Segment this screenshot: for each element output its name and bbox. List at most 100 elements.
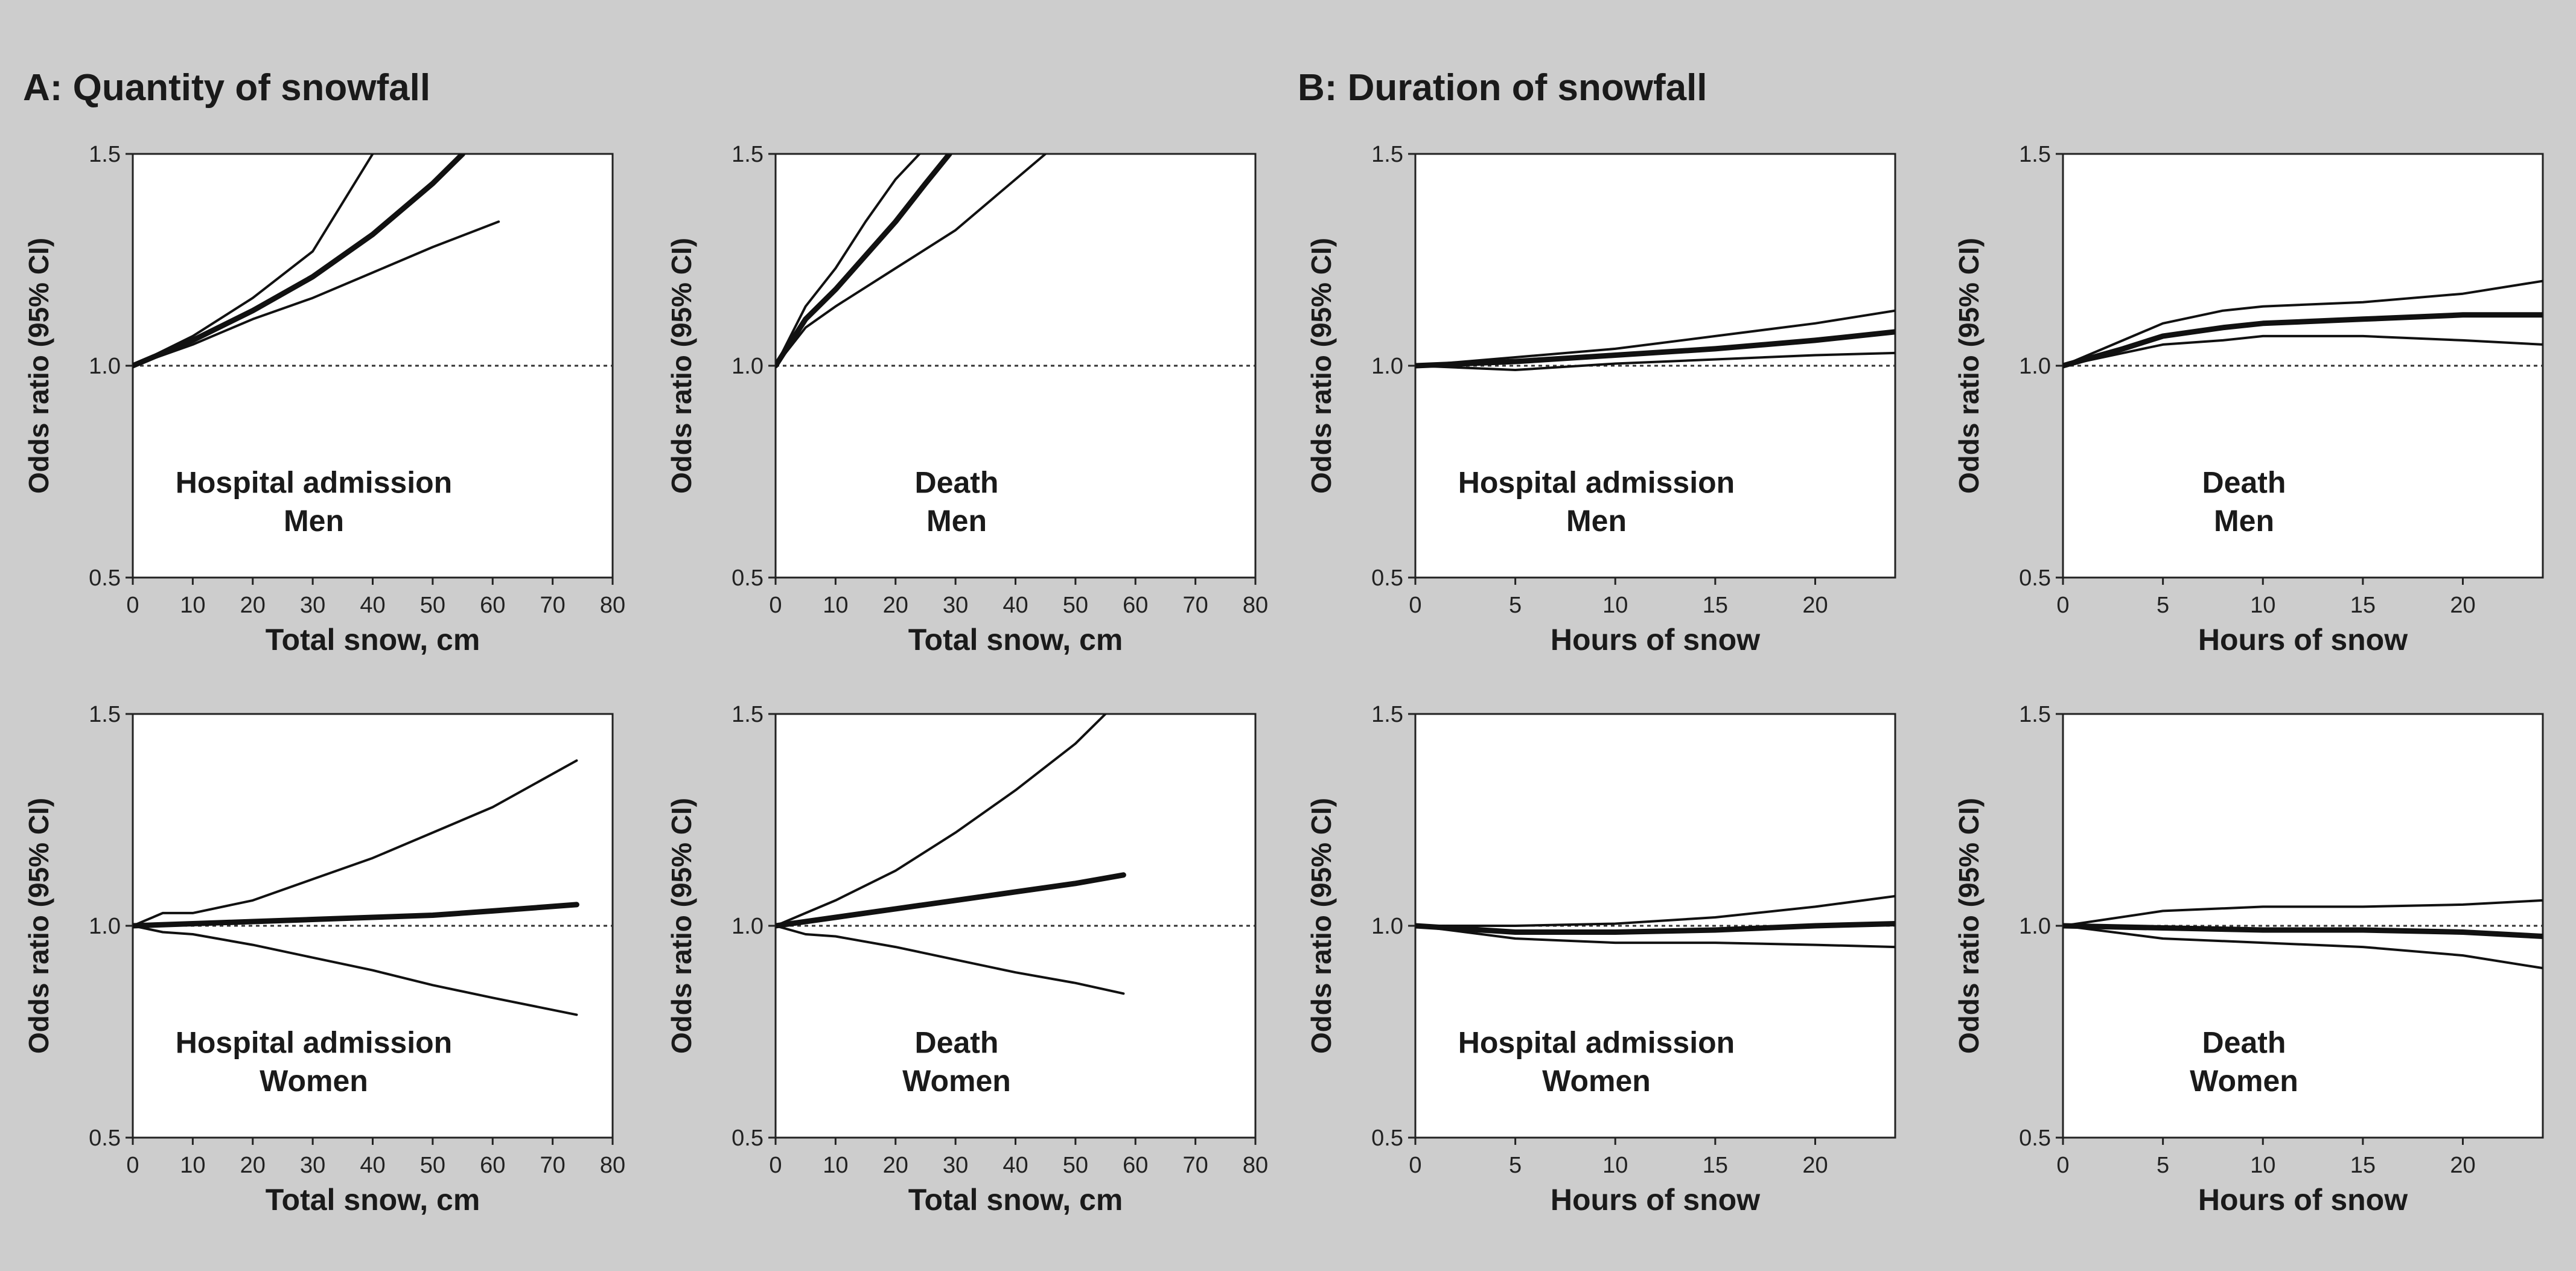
series-estimate bbox=[133, 902, 579, 929]
y-tick-label: 0.5 bbox=[2019, 1126, 2051, 1151]
x-tick-label: 0 bbox=[126, 593, 139, 618]
x-tick-label: 80 bbox=[600, 1153, 625, 1178]
series-lower bbox=[133, 220, 500, 367]
annotation-outcome: Death bbox=[915, 466, 999, 500]
x-axis-label: Hours of snow bbox=[2198, 623, 2408, 657]
x-tick-label: 5 bbox=[2157, 593, 2169, 618]
x-tick-label: 10 bbox=[2250, 593, 2275, 618]
series-upper bbox=[133, 759, 578, 927]
series-estimate bbox=[776, 872, 1126, 929]
panel-A-men-hospital: 0 10 20 30 40 50 60 70 80 0.5 1.0 1.5 Total snow, cm… bbox=[23, 142, 625, 657]
x-tick-label: 10 bbox=[2250, 1153, 2275, 1178]
x-tick-label: 10 bbox=[823, 1153, 848, 1178]
y-tick-label: 0.5 bbox=[1371, 565, 1403, 591]
series-lower bbox=[1415, 351, 1895, 371]
annotation-group: Men bbox=[1566, 504, 1627, 538]
x-axis-label: Total snow, cm bbox=[266, 623, 480, 657]
panel-B-women-death: 0 5 10 15 20 0.5 1.0 1.5 Hours of snow Odds ratio… bbox=[1953, 702, 2544, 1217]
y-axis-label: Odds ratio (95% CI) bbox=[666, 238, 697, 494]
series-upper bbox=[776, 154, 921, 367]
x-tick-label: 40 bbox=[360, 593, 385, 618]
panel-B-men-hospital: 0 5 10 15 20 0.5 1.0 1.5 Hours of snow Odds ratio… bbox=[1306, 142, 1896, 657]
x-tick-label: 0 bbox=[2056, 1153, 2069, 1178]
x-tick-label: 10 bbox=[823, 593, 848, 618]
x-axis-label: Total snow, cm bbox=[908, 623, 1123, 657]
x-tick-label: 50 bbox=[420, 1153, 445, 1178]
x-tick-label: 60 bbox=[480, 1153, 505, 1178]
x-tick-label: 20 bbox=[1802, 593, 1828, 618]
annotation-outcome: Hospital admission bbox=[1458, 466, 1735, 500]
x-tick-label: 80 bbox=[1243, 593, 1268, 618]
x-tick-label: 60 bbox=[480, 593, 505, 618]
y-axis-label: Odds ratio (95% CI) bbox=[23, 238, 54, 494]
x-tick-label: 40 bbox=[360, 1153, 385, 1178]
annotation-group: Women bbox=[2190, 1064, 2298, 1098]
x-tick-label: 15 bbox=[2350, 593, 2376, 618]
y-tick-label: 1.5 bbox=[732, 702, 764, 727]
y-tick-label: 0.5 bbox=[89, 1126, 121, 1151]
y-tick-label: 1.0 bbox=[732, 354, 764, 379]
series-lower bbox=[2063, 925, 2543, 970]
x-axis-label: Total snow, cm bbox=[266, 1183, 480, 1217]
x-tick-label: 70 bbox=[1182, 1153, 1208, 1178]
panel-B-men-death: 0 5 10 15 20 0.5 1.0 1.5 Hours of snow Odds ratio… bbox=[1953, 142, 2544, 657]
annotation-outcome: Hospital admission bbox=[176, 466, 452, 500]
y-axis-label: Odds ratio (95% CI) bbox=[1953, 798, 1985, 1054]
x-axis-label: Hours of snow bbox=[1551, 1183, 1760, 1217]
x-tick-label: 30 bbox=[300, 593, 325, 618]
x-tick-label: 5 bbox=[1509, 593, 1522, 618]
section-b-title: B: Duration of snowfall bbox=[1298, 67, 1707, 109]
panel-A-women-hospital: 0 10 20 30 40 50 60 70 80 0.5 1.0 1.5 Total snow, cm… bbox=[23, 702, 625, 1217]
y-tick-label: 1.5 bbox=[89, 702, 121, 727]
x-tick-label: 0 bbox=[1409, 593, 1421, 618]
annotation-group: Women bbox=[1542, 1064, 1651, 1098]
series-lower bbox=[133, 925, 578, 1016]
x-tick-label: 80 bbox=[600, 593, 625, 618]
x-tick-label: 20 bbox=[883, 593, 908, 618]
x-tick-label: 15 bbox=[1703, 593, 1728, 618]
x-tick-label: 5 bbox=[1509, 1153, 1522, 1178]
y-tick-label: 0.5 bbox=[2019, 565, 2051, 591]
annotation-outcome: Death bbox=[915, 1026, 999, 1060]
x-tick-label: 0 bbox=[2056, 593, 2069, 618]
x-axis-label: Total snow, cm bbox=[908, 1183, 1123, 1217]
series-estimate bbox=[2063, 312, 2543, 369]
y-axis-label: Odds ratio (95% CI) bbox=[666, 798, 697, 1054]
panel-B-women-hospital: 0 5 10 15 20 0.5 1.0 1.5 Hours of snow Odds ratio… bbox=[1306, 702, 1896, 1217]
series-upper bbox=[2063, 899, 2543, 927]
x-tick-label: 30 bbox=[943, 1153, 968, 1178]
y-tick-label: 1.5 bbox=[1371, 142, 1403, 167]
x-tick-label: 15 bbox=[2350, 1153, 2376, 1178]
annotation-outcome: Death bbox=[2202, 466, 2286, 500]
y-tick-label: 1.5 bbox=[732, 142, 764, 167]
series-estimate bbox=[776, 154, 952, 369]
x-tick-label: 10 bbox=[180, 593, 205, 618]
x-tick-label: 15 bbox=[1703, 1153, 1728, 1178]
y-tick-label: 1.0 bbox=[732, 914, 764, 939]
x-tick-label: 50 bbox=[420, 593, 445, 618]
annotation-group: Men bbox=[284, 504, 344, 538]
panel-A-women-death: 0 10 20 30 40 50 60 70 80 0.5 1.0 1.5 Total snow, cm… bbox=[666, 702, 1268, 1217]
x-tick-label: 20 bbox=[2450, 1153, 2475, 1178]
x-tick-label: 30 bbox=[943, 593, 968, 618]
series-upper bbox=[2063, 279, 2543, 367]
annotation-group: Women bbox=[902, 1064, 1011, 1098]
series-lower bbox=[776, 925, 1125, 995]
panel-A-men-death: 0 10 20 30 40 50 60 70 80 0.5 1.0 1.5 Total snow, cm… bbox=[666, 142, 1268, 657]
x-axis-label: Hours of snow bbox=[2198, 1183, 2408, 1217]
x-tick-label: 30 bbox=[300, 1153, 325, 1178]
y-tick-label: 1.0 bbox=[2019, 354, 2051, 379]
y-tick-label: 1.0 bbox=[1371, 354, 1403, 379]
series-lower bbox=[1415, 925, 1895, 949]
y-tick-label: 1.0 bbox=[1371, 914, 1403, 939]
y-tick-label: 1.5 bbox=[89, 142, 121, 167]
x-tick-label: 10 bbox=[180, 1153, 205, 1178]
x-tick-label: 10 bbox=[1602, 593, 1628, 618]
x-axis-label: Hours of snow bbox=[1551, 623, 1760, 657]
x-tick-label: 20 bbox=[883, 1153, 908, 1178]
annotation-outcome: Hospital admission bbox=[1458, 1026, 1735, 1060]
y-tick-label: 1.0 bbox=[89, 914, 121, 939]
x-tick-label: 20 bbox=[2450, 593, 2475, 618]
